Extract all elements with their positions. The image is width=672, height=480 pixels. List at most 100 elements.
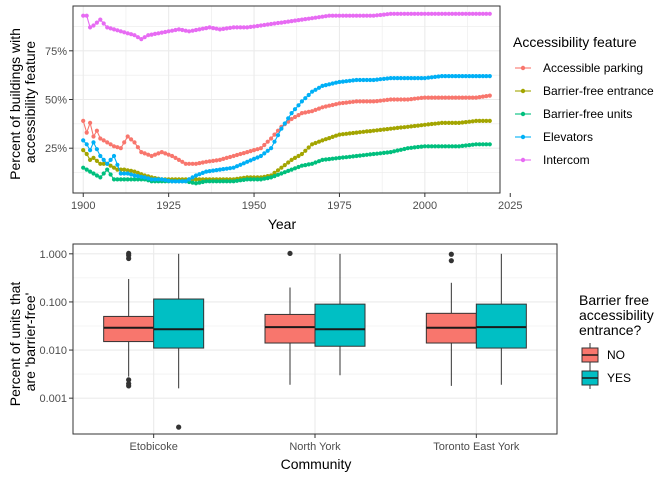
- legend-item: Barrier-free entrance: [515, 84, 654, 98]
- data-point: [323, 83, 328, 88]
- data-point: [231, 25, 236, 30]
- data-point: [84, 130, 89, 135]
- data-point: [313, 160, 318, 165]
- data-point: [262, 176, 267, 181]
- data-point: [163, 151, 168, 156]
- x-tick-label: North York: [289, 441, 341, 453]
- data-point: [433, 11, 438, 16]
- data-point: [340, 155, 345, 160]
- legend-item: YES: [581, 366, 631, 389]
- data-point: [200, 26, 205, 31]
- data-point: [214, 168, 219, 173]
- data-point: [347, 154, 352, 159]
- data-point: [395, 125, 400, 130]
- data-point: [422, 144, 427, 149]
- data-point: [474, 74, 479, 79]
- data-point: [258, 23, 263, 28]
- data-point: [361, 99, 366, 104]
- outlier-point: [126, 377, 132, 383]
- box-chart-legend-title-line2: accessibility: [579, 307, 654, 323]
- data-point: [477, 11, 482, 16]
- data-point: [388, 11, 393, 16]
- data-point: [289, 116, 294, 122]
- data-point: [255, 23, 260, 29]
- data-point: [480, 74, 485, 79]
- data-point: [426, 75, 431, 80]
- data-point: [316, 15, 322, 20]
- data-point: [368, 13, 373, 18]
- data-point: [429, 144, 434, 149]
- data-point: [238, 151, 243, 157]
- data-point: [357, 77, 362, 83]
- data-point: [460, 11, 465, 16]
- data-point: [275, 133, 281, 138]
- data-point: [364, 77, 369, 83]
- series-elevators: [81, 74, 492, 184]
- data-point: [156, 177, 161, 182]
- data-point: [118, 146, 123, 151]
- data-point: [211, 26, 216, 31]
- data-point: [330, 156, 335, 161]
- data-point: [402, 76, 407, 81]
- data-point: [262, 151, 267, 156]
- data-point: [398, 76, 403, 81]
- data-point: [330, 134, 335, 139]
- data-point: [265, 148, 270, 153]
- data-point: [330, 13, 335, 18]
- data-point: [183, 28, 188, 33]
- data-point: [282, 170, 287, 175]
- data-point: [81, 148, 86, 153]
- data-point: [340, 79, 345, 84]
- data-point: [371, 99, 376, 104]
- data-point: [200, 179, 205, 185]
- data-point: [453, 74, 458, 79]
- data-point: [84, 13, 89, 18]
- data-point: [286, 160, 291, 165]
- data-point: [415, 11, 421, 16]
- data-point: [371, 128, 376, 133]
- data-point: [398, 125, 403, 130]
- data-point: [98, 136, 103, 141]
- data-point: [374, 151, 380, 156]
- data-point: [415, 96, 421, 101]
- data-point: [84, 142, 89, 147]
- outlier-point: [448, 258, 454, 264]
- data-point: [368, 77, 373, 83]
- line-chart-series: [81, 11, 492, 186]
- data-point: [392, 126, 397, 131]
- data-point: [228, 179, 233, 184]
- data-point: [402, 146, 407, 152]
- data-point: [303, 163, 308, 168]
- data-point: [323, 137, 328, 142]
- data-point: [269, 146, 274, 151]
- x-tick-label: Toronto East York: [433, 441, 520, 453]
- data-point: [166, 152, 171, 157]
- data-point: [292, 155, 298, 160]
- data-point: [135, 174, 140, 179]
- box-chart-y-ticks: 0.001 0.010 0.100 1.000: [39, 249, 73, 405]
- data-point: [166, 29, 171, 34]
- data-point: [115, 145, 120, 150]
- data-point: [238, 25, 243, 30]
- data-point: [381, 12, 386, 17]
- data-point: [217, 27, 222, 32]
- data-point: [480, 94, 485, 99]
- data-point: [111, 144, 117, 149]
- data-point: [395, 97, 400, 102]
- data-point: [176, 157, 181, 162]
- data-point: [374, 13, 380, 18]
- data-point: [327, 82, 332, 87]
- data-point: [460, 143, 465, 148]
- data-point: [310, 89, 315, 94]
- data-point: [156, 151, 161, 156]
- data-point: [344, 155, 349, 160]
- data-point: [292, 166, 298, 171]
- data-point: [409, 11, 414, 16]
- data-point: [392, 76, 397, 81]
- data-point: [443, 74, 448, 79]
- data-point: [344, 79, 349, 84]
- data-point: [146, 176, 151, 181]
- data-point: [197, 180, 202, 185]
- data-point: [337, 155, 342, 160]
- data-point: [132, 169, 137, 174]
